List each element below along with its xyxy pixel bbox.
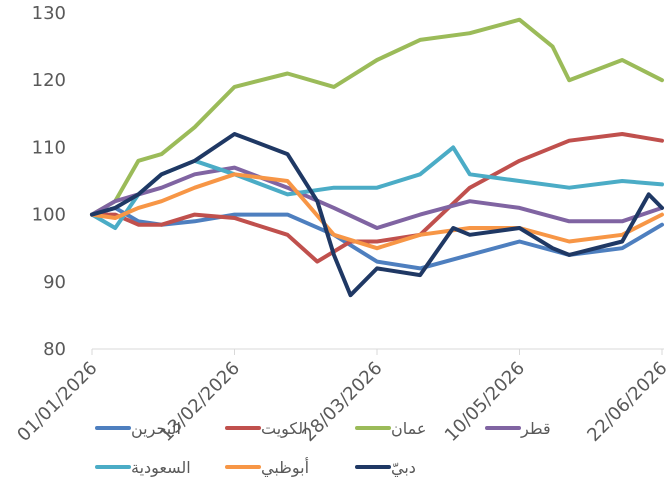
- legend-label: الكويت: [261, 419, 308, 439]
- series-line: [90, 165, 664, 230]
- legend: البحرين الكويت عمان قطر السعودية أبوظبي دبيّ: [95, 419, 551, 478]
- legend-label: دبيّ: [391, 458, 416, 478]
- y-tick-label: 110: [32, 137, 66, 158]
- y-tick-label: 130: [32, 3, 66, 24]
- series-line: [90, 145, 664, 230]
- legend-item: دبيّ: [355, 458, 416, 478]
- x-tick-label: 22/06/2026: [583, 358, 668, 446]
- y-axis-tick-labels: 80 90 100 110 120 130: [32, 3, 66, 360]
- x-tick-label: 10/05/2026: [441, 358, 529, 446]
- y-tick-label: 90: [43, 272, 66, 293]
- legend-item: السعودية: [95, 458, 191, 478]
- legend-item: عمان: [355, 419, 426, 438]
- series-line: [90, 132, 664, 298]
- y-tick-label: 80: [43, 339, 66, 360]
- legend-item: أبوظبي: [225, 457, 309, 478]
- axes: [91, 348, 664, 355]
- legend-item: البحرين: [95, 419, 181, 439]
- series-line: [90, 17, 664, 217]
- series-lines: [90, 17, 664, 298]
- series-line: [90, 205, 664, 271]
- y-tick-label: 100: [32, 205, 66, 226]
- x-axis-tick-labels: 01/01/2026 13/02/2026 28/03/2026 10/05/2026…: [13, 358, 668, 446]
- legend-label: السعودية: [131, 458, 191, 478]
- series-line: [90, 172, 664, 251]
- legend-label: أبوظبي: [261, 457, 309, 478]
- legend-label: عمان: [391, 419, 426, 438]
- y-tick-label: 120: [32, 70, 66, 91]
- legend-label: قطر: [520, 419, 551, 439]
- legend-item: الكويت: [225, 419, 308, 439]
- legend-label: البحرين: [131, 419, 181, 439]
- legend-item: قطر: [485, 419, 551, 439]
- x-tick-label: 01/01/2026: [13, 358, 101, 446]
- x-tick-label: 28/03/2026: [298, 358, 386, 446]
